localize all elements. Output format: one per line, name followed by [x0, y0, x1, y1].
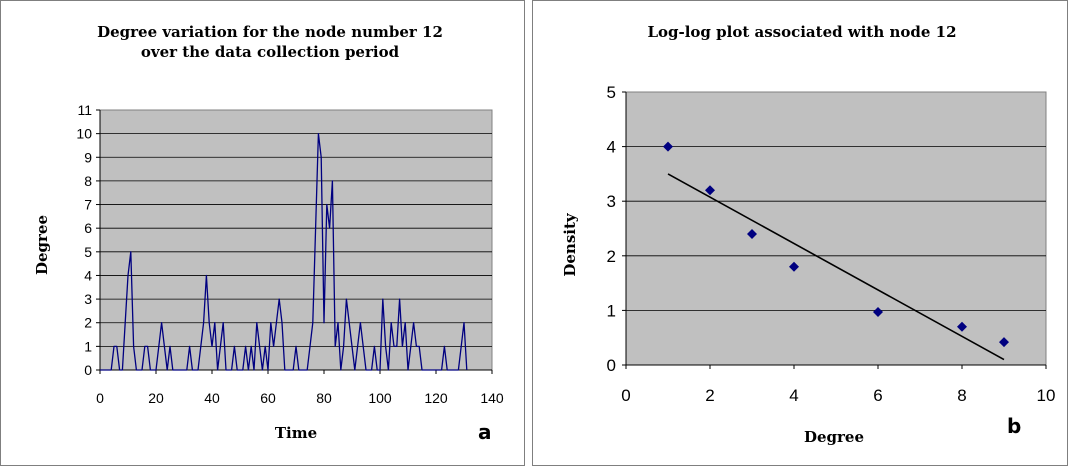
x-tick-label: 8 — [957, 386, 966, 405]
x-axis-title: Time — [275, 424, 317, 442]
plot-area — [99, 109, 493, 371]
data-point-marker — [663, 141, 673, 152]
y-tick-label: 3 — [84, 291, 92, 307]
y-axis-title: Density — [561, 212, 579, 277]
x-tick-label: 0 — [621, 386, 630, 405]
trend-line — [667, 173, 1005, 361]
degree-series-line — [100, 132, 468, 371]
y-tick-label: 5 — [607, 83, 616, 102]
y-axis-title: Degree — [33, 215, 51, 275]
degree-variation-chart: Degree variation for the node number 12 … — [33, 23, 504, 444]
y-tick-labels: 0 1 2 3 4 5 — [607, 83, 616, 375]
y-tick-label: 8 — [84, 173, 92, 189]
plot-area — [625, 91, 1047, 366]
x-tick-label: 140 — [480, 390, 504, 406]
y-tick-label: 5 — [84, 244, 92, 260]
x-tick-label: 120 — [424, 390, 448, 406]
x-tick-label: 4 — [789, 386, 798, 405]
chart-title-line-2: over the data collection period — [141, 43, 400, 61]
y-tick-label: 2 — [607, 247, 616, 266]
x-axis-title: Degree — [804, 428, 864, 446]
chart-title-line-1: Degree variation for the node number 12 — [97, 23, 443, 41]
panel-label-a: a — [478, 420, 492, 444]
data-point-marker — [747, 228, 757, 239]
x-tick-labels: 0 2 4 6 8 10 — [621, 386, 1055, 405]
x-tick-label: 10 — [1037, 386, 1056, 405]
x-tick-label: 2 — [705, 386, 714, 405]
y-tick-label: 2 — [84, 315, 92, 331]
x-tick-label: 80 — [316, 390, 332, 406]
y-tick-label: 6 — [84, 220, 92, 236]
chart-panel-a: Degree variation for the node number 12 … — [0, 0, 525, 466]
panel-label-b: b — [1007, 414, 1021, 438]
y-tick-label: 10 — [76, 126, 92, 142]
log-log-chart: Log-log plot associated with node 12 0 1 2… — [561, 23, 1055, 446]
x-tick-label: 100 — [368, 390, 392, 406]
data-point-marker — [873, 307, 883, 318]
y-tick-label: 1 — [607, 301, 616, 320]
gridlines — [622, 91, 1047, 369]
y-tick-label: 4 — [84, 267, 92, 283]
data-point-marker — [957, 321, 967, 332]
data-point-marker — [789, 261, 799, 272]
x-tick-label: 0 — [96, 390, 104, 406]
y-tick-label: 11 — [77, 102, 92, 118]
x-tick-labels: 0 20 40 60 80 100 120 140 — [96, 390, 504, 406]
y-tick-label: 7 — [84, 197, 92, 213]
data-points — [663, 141, 1009, 348]
y-tick-labels: 0 1 2 3 4 5 6 7 8 9 10 11 — [76, 102, 92, 378]
y-tick-label: 9 — [84, 149, 92, 165]
chart-panel-b: Log-log plot associated with node 12 0 1 2… — [532, 0, 1068, 466]
x-tick-label: 60 — [260, 390, 276, 406]
y-tick-label: 4 — [607, 138, 616, 157]
data-point-marker — [999, 337, 1009, 348]
gridlines — [96, 109, 493, 374]
x-tick-label: 40 — [204, 390, 220, 406]
y-tick-label: 0 — [84, 362, 92, 378]
x-tick-label: 6 — [873, 386, 882, 405]
data-point-marker — [705, 185, 715, 196]
y-tick-label: 1 — [84, 338, 92, 354]
x-tick-label: 20 — [148, 390, 164, 406]
y-tick-label: 0 — [607, 356, 616, 375]
y-tick-label: 3 — [607, 192, 616, 211]
chart-title: Log-log plot associated with node 12 — [647, 23, 956, 41]
